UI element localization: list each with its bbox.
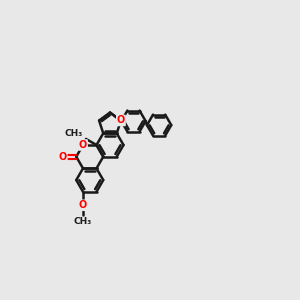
Text: O: O: [117, 116, 125, 125]
Text: CH₃: CH₃: [65, 129, 83, 138]
Text: CH₃: CH₃: [74, 218, 92, 226]
Text: O: O: [79, 140, 87, 150]
Text: O: O: [79, 200, 87, 210]
Text: O: O: [58, 152, 67, 162]
